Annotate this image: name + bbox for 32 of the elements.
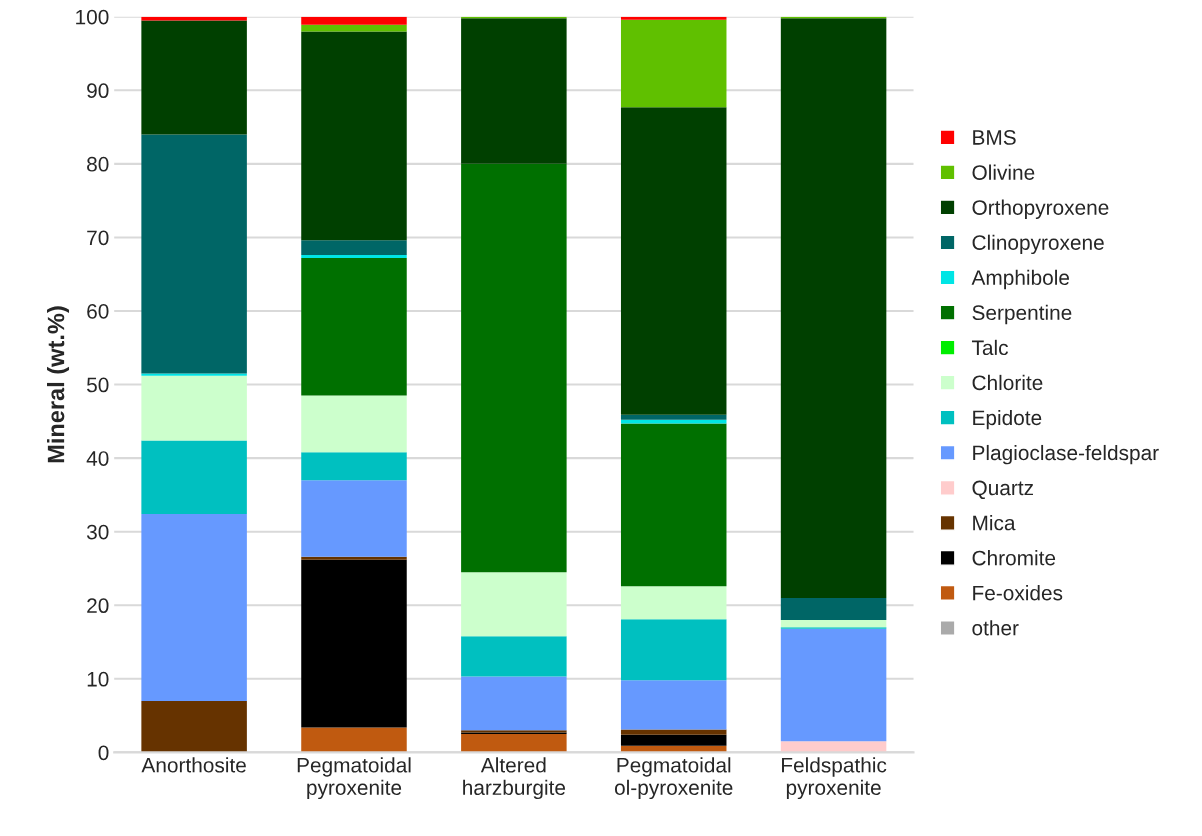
x-tick-label: Pegmatoidal pyroxenite <box>297 757 411 800</box>
legend-label: Plagioclase-feldspar <box>973 444 1159 465</box>
y-tick-label: 100 <box>76 9 109 25</box>
legend-label: Mica <box>973 515 1016 531</box>
y-tick-label: 10 <box>87 671 109 687</box>
y-tick-label: 60 <box>87 303 109 319</box>
legend-label: BMS <box>973 130 1016 145</box>
x-tick-label: Feldspathic pyroxenite <box>782 757 887 800</box>
legend-label: Chlorite <box>972 374 1043 391</box>
legend-label: Amphibole <box>971 269 1070 290</box>
y-tick-label: 20 <box>87 598 109 614</box>
x-tick-label: Pegmatoidal ol-pyroxenite <box>614 757 733 800</box>
y-tick-label: 30 <box>86 524 109 540</box>
legend-label: Quartz <box>972 480 1033 500</box>
y-axis-title: Mineral (wt.%) <box>47 306 70 463</box>
y-tick-label: 90 <box>87 83 109 99</box>
legend-label: Talc <box>971 339 1008 356</box>
y-tick-label: 80 <box>87 156 109 172</box>
y-tick-label: 40 <box>86 451 109 466</box>
legend-label: Fe-oxides <box>973 585 1063 601</box>
legend-label: Epidote <box>973 409 1042 430</box>
legend-label: Orthopyroxene <box>972 199 1109 220</box>
y-tick-label: 70 <box>87 230 109 246</box>
y-tick-label: 50 <box>86 377 109 393</box>
y-tick-label: 0 <box>98 745 109 761</box>
legend-label: Olivine <box>972 164 1035 180</box>
legend-label: Chromite <box>972 550 1056 566</box>
legend-label: Clinopyroxene <box>972 234 1104 255</box>
legend-label: Serpentine <box>972 304 1072 325</box>
x-tick-label: Altered harzburgite <box>463 757 566 800</box>
legend-label: other <box>972 620 1019 636</box>
x-tick-label: Anorthosite <box>141 757 246 773</box>
